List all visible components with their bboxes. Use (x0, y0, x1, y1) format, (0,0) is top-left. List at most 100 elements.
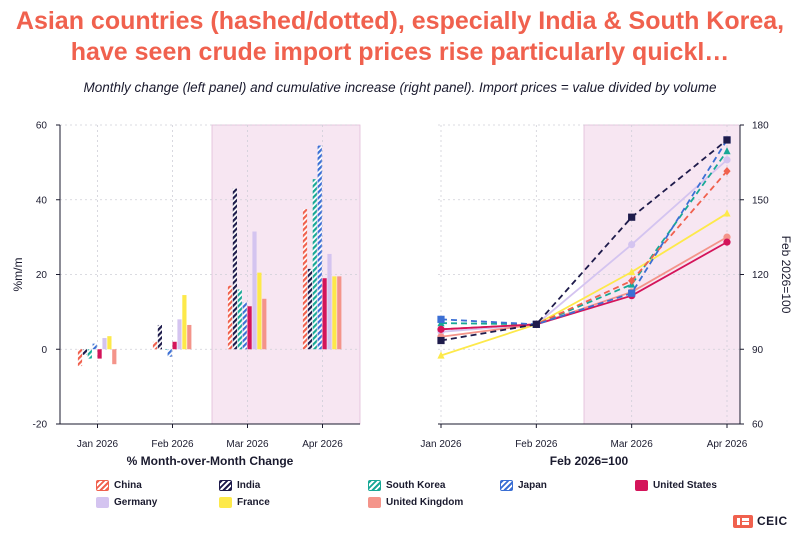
right-y-axis-label: Feb 2026=100 (779, 236, 793, 314)
bar-france-mar-2026 (257, 272, 262, 350)
legend-item-china: China (96, 480, 142, 491)
legend-label-japan: Japan (518, 480, 547, 491)
bar-china-apr-2026 (302, 209, 308, 350)
line-germany (440, 159, 728, 333)
marker-united-states-apr-2026 (723, 238, 731, 246)
bar-japan-jan-2026 (92, 343, 97, 350)
left-y-tick-label: 0 (41, 345, 47, 356)
bar-germany-jan-2026 (102, 338, 107, 350)
left-y-tick-label: 40 (36, 195, 48, 206)
bar-germany-mar-2026 (252, 231, 257, 350)
marker-china-mar-2026 (628, 276, 636, 285)
legend-label-france: France (237, 497, 270, 508)
right-y-tick-label: 180 (752, 121, 769, 132)
right-panel-cumulative: 60 90 120 150 180 Jan 2026 Feb 2026 Mar 2026 Apr… (420, 121, 793, 469)
bar-france-apr-2026 (332, 276, 337, 350)
left-y-axis-label: %m/m (11, 258, 25, 292)
bar-china-feb-2026 (152, 341, 158, 350)
left-panel-mom-change: -20 0 20 40 60 Jan 2026 Feb 2026 Mar 2026 Apr 20… (11, 121, 361, 468)
chart-legend: China India South Korea Japan United States G… (96, 480, 736, 512)
bar-india-mar-2026 (232, 188, 237, 350)
marker-france-jan-2026 (437, 351, 445, 359)
left-x-tick-label: Apr 2026 (302, 439, 343, 450)
legend-swatch-china (96, 480, 109, 491)
right-x-tick-label: Apr 2026 (707, 439, 748, 450)
marker-france-mar-2026 (628, 267, 636, 276)
chart-title: Asian countries (hashed/dotted), especia… (15, 7, 785, 66)
bar-france-feb-2026 (182, 295, 187, 350)
bar-india-apr-2026 (307, 268, 312, 350)
bar-japan-apr-2026 (317, 145, 322, 350)
right-y-tick-label: 60 (752, 420, 764, 431)
bar-south-korea-apr-2026 (312, 179, 317, 350)
right-y-tick-label: 90 (752, 345, 764, 356)
bar-united-states-feb-2026 (172, 341, 177, 350)
legend-item-united-states: United States (635, 480, 717, 491)
marker-germany-mar-2026 (628, 241, 636, 249)
right-y-tick-label: 120 (752, 270, 769, 281)
bar-united-kingdom-jan-2026 (112, 349, 117, 365)
legend-swatch-united-states (635, 480, 648, 491)
marker-germany-apr-2026 (723, 156, 731, 164)
legend-swatch-south-korea (368, 480, 381, 491)
legend-item-germany: Germany (96, 497, 157, 508)
legend-label-china: China (114, 480, 142, 491)
marker-india-mar-2026 (628, 213, 636, 221)
legend-swatch-india (219, 480, 232, 491)
marker-china-apr-2026 (723, 166, 731, 176)
line-china (440, 170, 728, 331)
left-x-tick-label: Jan 2026 (77, 439, 119, 450)
right-y-tick-label: 150 (752, 195, 769, 206)
line-japan (440, 139, 728, 326)
legend-swatch-germany (96, 497, 109, 508)
legend-label-united-kingdom: United Kingdom (386, 497, 464, 508)
bar-germany-feb-2026 (177, 319, 182, 350)
legend-swatch-france (219, 497, 232, 508)
bar-france-jan-2026 (107, 336, 112, 350)
bar-south-korea-mar-2026 (237, 289, 242, 350)
legend-item-south-korea: South Korea (368, 480, 445, 491)
ceic-logo-icon (733, 515, 753, 528)
bar-china-jan-2026 (77, 349, 83, 367)
bar-united-states-jan-2026 (97, 349, 102, 359)
bar-india-jan-2026 (82, 349, 87, 355)
legend-item-india: India (219, 480, 260, 491)
marker-japan-mar-2026 (628, 289, 636, 297)
marker-japan-jan-2026 (437, 315, 445, 323)
bar-india-feb-2026 (157, 324, 162, 350)
right-x-tick-label: Mar 2026 (611, 439, 654, 450)
left-x-axis-label: % Month-over-Month Change (127, 454, 294, 468)
bar-japan-mar-2026 (242, 302, 247, 350)
legend-swatch-japan (500, 480, 513, 491)
legend-label-south-korea: South Korea (386, 480, 446, 491)
right-x-tick-label: Jan 2026 (420, 439, 462, 450)
bar-united-kingdom-mar-2026 (262, 298, 267, 350)
bar-south-korea-feb-2026 (162, 349, 167, 350)
right-x-axis-label: Feb 2026=100 (550, 454, 629, 468)
legend-label-india: India (237, 480, 261, 491)
marker-united-states-jan-2026 (437, 325, 445, 333)
bar-united-kingdom-apr-2026 (337, 276, 342, 350)
bar-united-states-mar-2026 (247, 306, 252, 350)
bar-china-mar-2026 (227, 285, 233, 350)
ceic-logo-text: CEIC (757, 514, 788, 528)
line-united-states (440, 241, 728, 331)
bar-germany-apr-2026 (327, 253, 332, 350)
marker-india-jan-2026 (437, 336, 445, 345)
bar-japan-feb-2026 (167, 349, 172, 357)
bar-united-kingdom-feb-2026 (187, 324, 192, 350)
ceic-logo: CEIC (733, 513, 788, 529)
legend-swatch-united-kingdom (368, 497, 381, 508)
legend-item-united-kingdom: United Kingdom (368, 497, 463, 508)
marker-india-feb-2026 (532, 320, 540, 328)
left-x-tick-label: Feb 2026 (151, 439, 194, 450)
legend-label-united-states: United States (653, 480, 717, 491)
bar-united-states-apr-2026 (322, 278, 327, 350)
bar-south-korea-jan-2026 (87, 349, 92, 359)
chart-subtitle: Monthly change (left panel) and cumulati… (83, 80, 717, 95)
legend-label-germany: Germany (114, 497, 158, 508)
marker-france-apr-2026 (723, 209, 731, 217)
right-x-tick-label: Feb 2026 (515, 439, 558, 450)
legend-item-france: France (219, 497, 270, 508)
